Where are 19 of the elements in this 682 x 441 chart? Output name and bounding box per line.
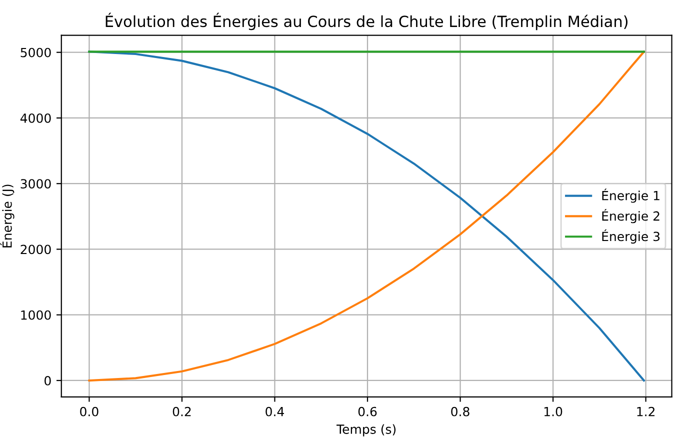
legend-label: Énergie 2: [602, 209, 660, 224]
y-tick-label: 0: [44, 376, 51, 386]
x-tick-label: 0.2: [172, 406, 191, 416]
x-tick-label: 0.4: [266, 406, 284, 416]
y-tick-label: 4000: [20, 113, 51, 123]
legend-label: Énergie 3: [602, 229, 660, 244]
x-tick-label: 1.2: [637, 406, 654, 416]
y-axis-title: Énergie (J): [0, 184, 14, 248]
x-tick-label: 0.0: [80, 406, 98, 416]
y-tick-label: 1000: [21, 310, 51, 320]
chart-title: Évolution des Énergies au Cours de la Chute Libre (Tremplin Médian): [106, 12, 628, 30]
x-tick-label: 0.8: [451, 406, 470, 416]
x-axis-title: Temps (s): [336, 424, 396, 436]
y-tick-label: 2000: [20, 244, 51, 254]
legend-label: Énergie 1: [602, 188, 660, 203]
y-tick-label: 3000: [20, 179, 51, 189]
y-tick-label: 5000: [20, 48, 51, 58]
x-tick-label: 0.6: [358, 406, 377, 416]
x-tick-label: 1.0: [544, 406, 562, 416]
